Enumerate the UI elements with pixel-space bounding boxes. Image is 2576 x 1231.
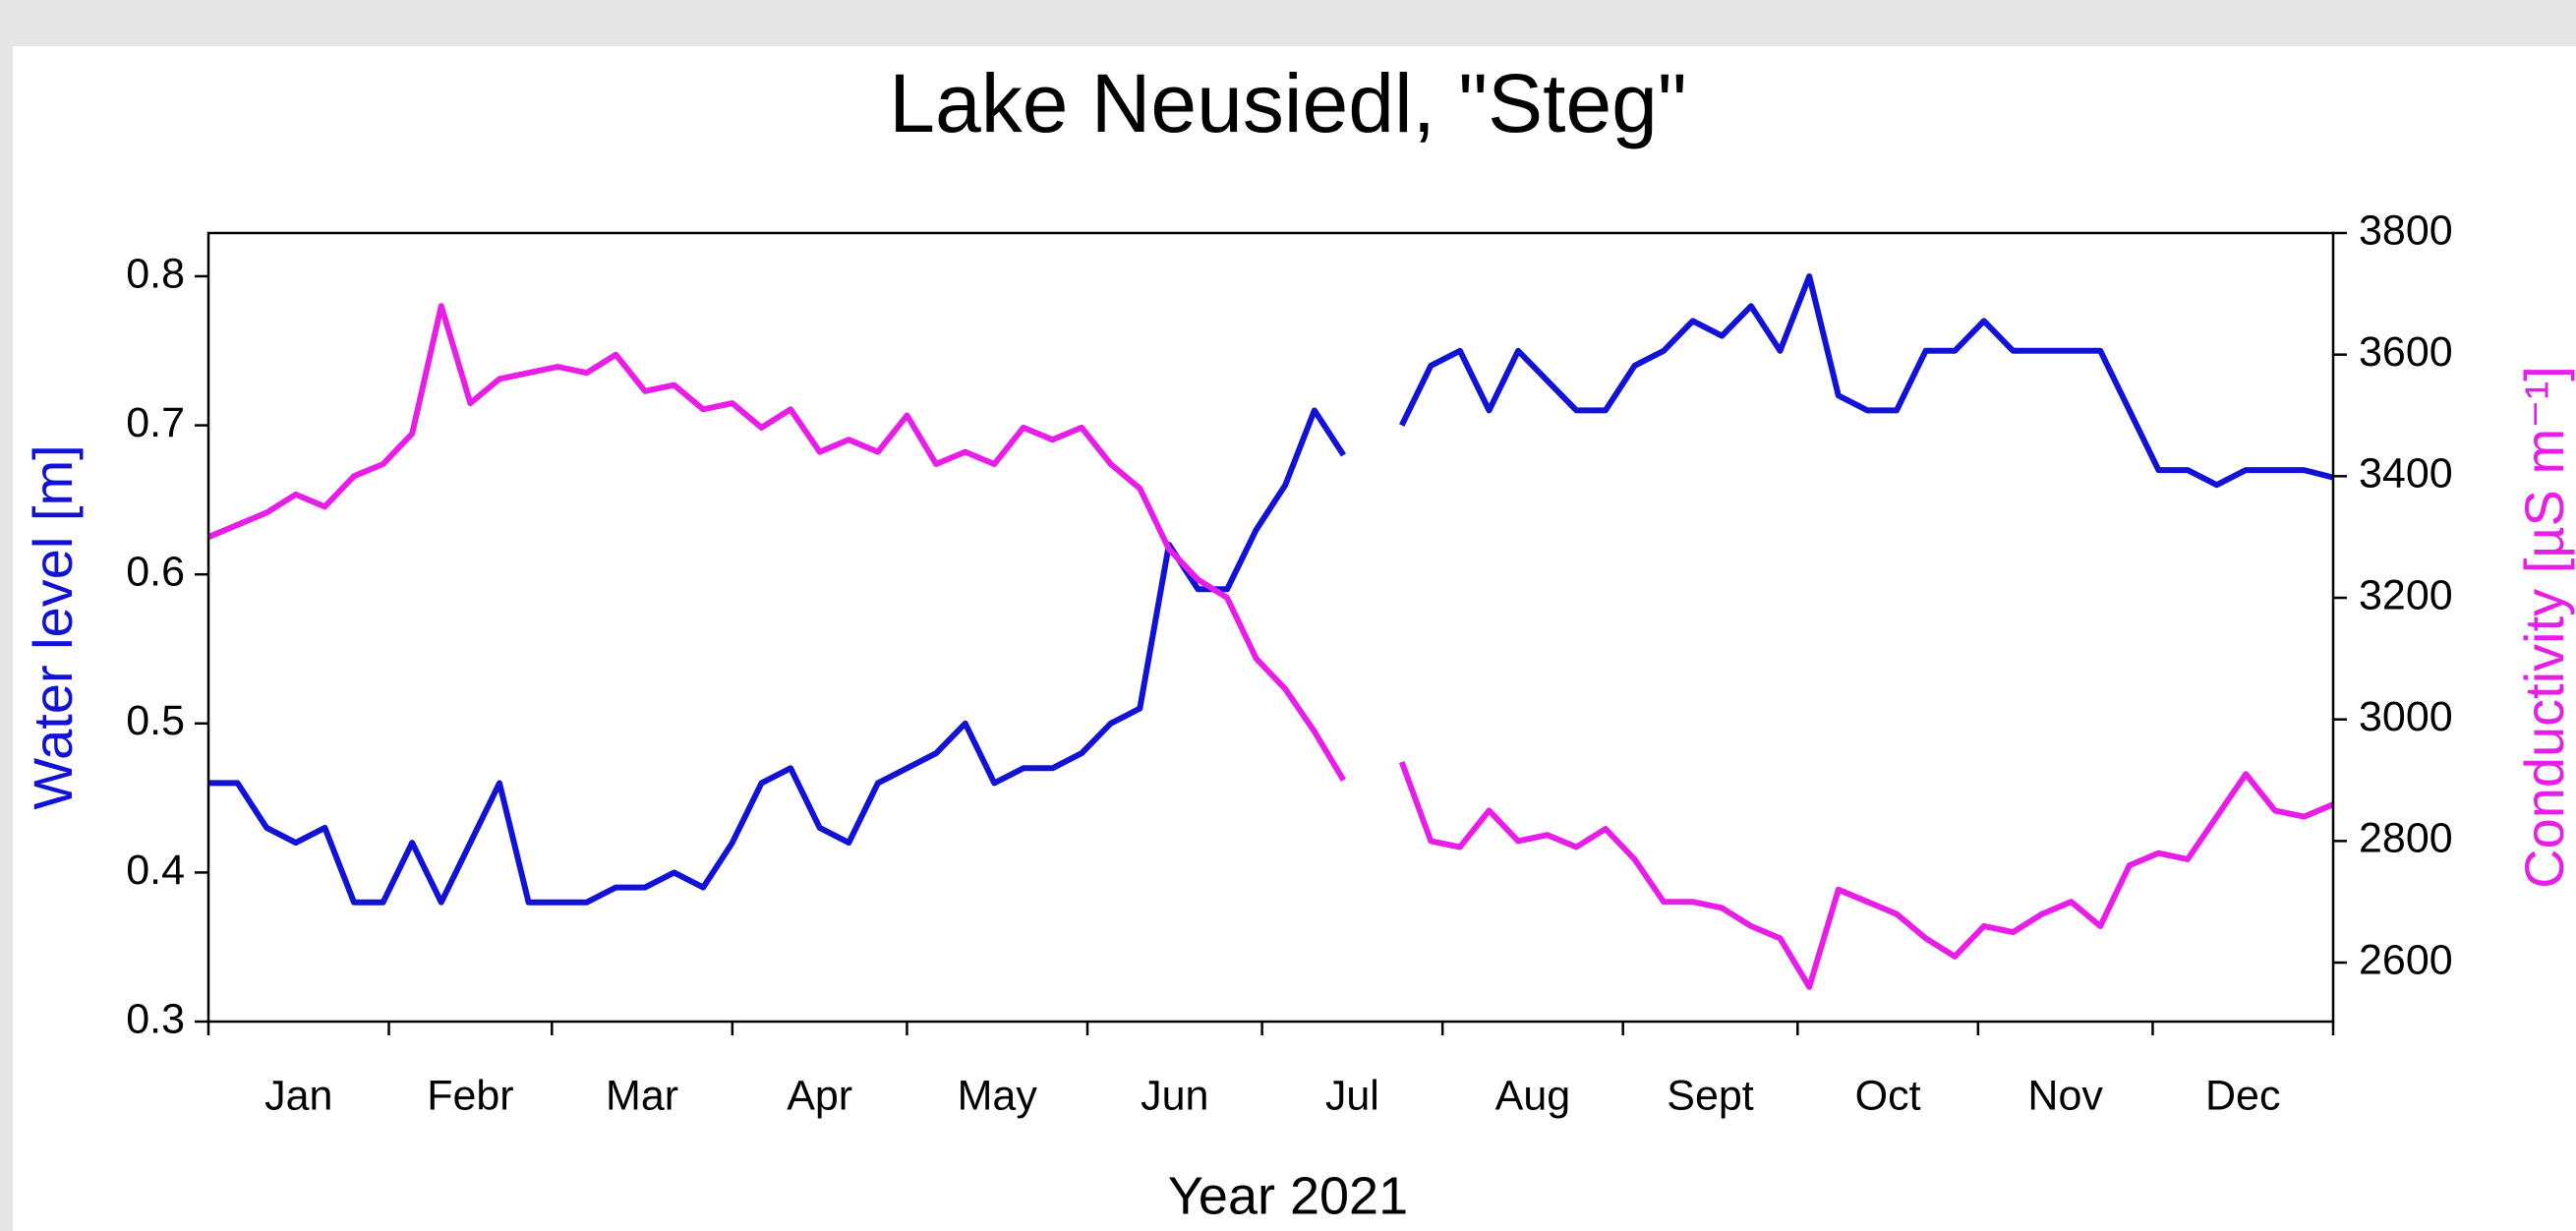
x-tick-label: Jan xyxy=(264,1072,332,1119)
x-axis-label: Year 2021 xyxy=(1168,1166,1408,1225)
y-tick-label: 0.8 xyxy=(126,250,185,297)
x-tick-label: Jul xyxy=(1325,1072,1379,1119)
y2-tick-label: 3200 xyxy=(2359,571,2453,618)
x-tick-label: Sept xyxy=(1667,1072,1754,1119)
y2-tick-label: 2600 xyxy=(2359,936,2453,983)
y2-tick-label: 3000 xyxy=(2359,693,2453,740)
chart-title: Lake Neusiedl, "Steg" xyxy=(889,57,1686,149)
y-tick-label: 0.3 xyxy=(126,995,185,1042)
x-tick-label: Apr xyxy=(787,1072,852,1119)
x-tick-label: Oct xyxy=(1855,1072,1921,1119)
x-tick-label: Dec xyxy=(2205,1072,2280,1119)
x-tick-label: Nov xyxy=(2027,1072,2103,1119)
y-tick-label: 0.6 xyxy=(126,549,185,596)
y2-tick-label: 3400 xyxy=(2359,450,2453,498)
y2-axis-label: Conductivity [µS m⁻¹] xyxy=(2513,366,2575,889)
panel xyxy=(13,46,2576,1231)
x-tick-label: Jun xyxy=(1141,1072,1208,1119)
line-series xyxy=(206,303,2335,990)
y2-tick-label: 3800 xyxy=(2359,206,2453,254)
plot-frame xyxy=(206,231,2335,1024)
y-tick-label: 0.5 xyxy=(126,697,185,744)
x-tick-label: Mar xyxy=(606,1072,678,1119)
line-series xyxy=(208,273,2334,906)
y-tick-label: 0.7 xyxy=(126,399,185,446)
x-tick-label: Aug xyxy=(1495,1072,1571,1119)
x-tick-label: May xyxy=(958,1072,1038,1119)
y-axis-label: Water level [m] xyxy=(22,444,84,809)
y2-tick-label: 3600 xyxy=(2359,328,2453,376)
y-tick-label: 0.4 xyxy=(126,847,185,894)
x-tick-label: Febr xyxy=(427,1072,513,1119)
y2-tick-label: 2800 xyxy=(2359,815,2453,862)
